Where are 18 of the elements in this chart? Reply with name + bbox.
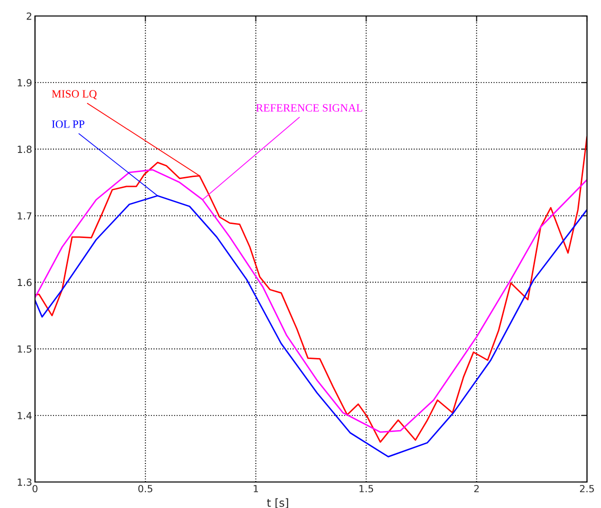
y-tick-label: 1.8 [18, 146, 32, 153]
y-tick-label: 1.9 [18, 79, 32, 86]
x-axis-title: t [s] [267, 498, 288, 508]
text: IOL PP [52, 120, 84, 128]
y-tick-label: 1.3 [18, 478, 32, 486]
y-tick-label: 1.4 [18, 412, 32, 420]
x-tick-label: 0 [32, 484, 38, 492]
y-tick-label: 1.6 [18, 278, 32, 286]
y-tick-label: 1.7 [18, 212, 32, 220]
x-tick-label: 2.5 [580, 484, 594, 492]
x-tick-label: 0.5 [138, 484, 152, 492]
x-tick-label: 1.5 [360, 485, 374, 492]
y-tick-label: 1.5 [18, 345, 32, 353]
text: MISO LQ [52, 90, 97, 100]
x-tick-label: 1 [254, 485, 258, 492]
text: REFERENCE SIGNAL [256, 104, 362, 112]
x-tick-label: 2 [474, 484, 479, 492]
y-tick-label: 2 [26, 12, 32, 20]
